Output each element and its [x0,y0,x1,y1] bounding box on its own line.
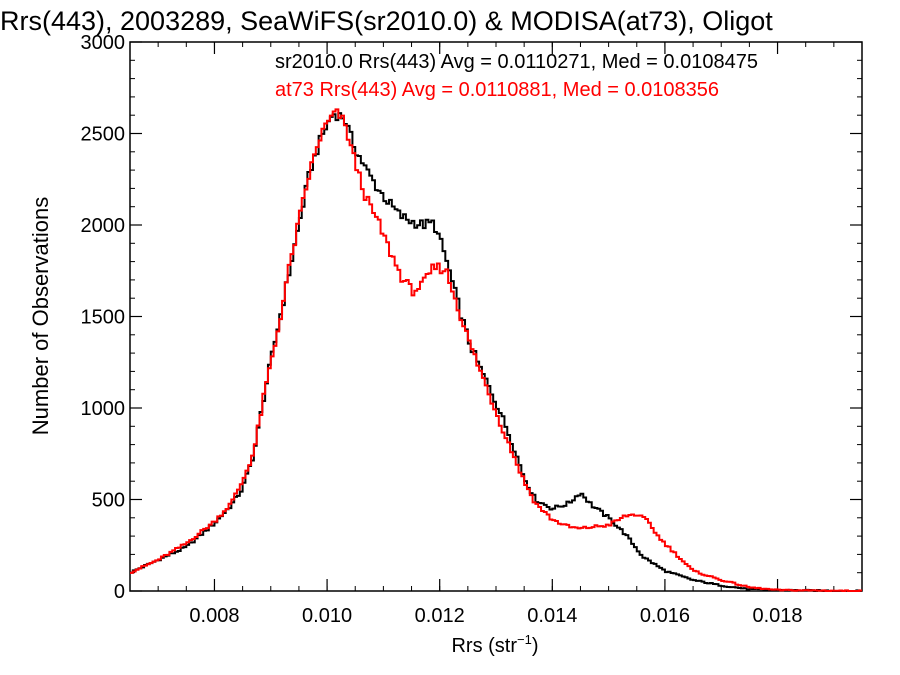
x-axis-label-main: Rrs (str [451,635,517,657]
y-tick-label: 3000 [81,32,126,54]
x-tick-label: 0.014 [527,605,577,627]
x-axis-label-superscript: −1 [517,632,532,647]
y-tick-label: 1500 [81,307,126,329]
x-tick-label: 0.018 [753,605,803,627]
legend-entry-at73: at73 Rrs(443) Avg = 0.0110881, Med = 0.0… [275,79,719,101]
y-axis-label: Number of Observations [28,197,53,435]
x-tick-label: 0.016 [640,605,690,627]
x-axis-label: Rrs (str−1) [451,632,538,657]
x-axis: 0.008 0.010 0.012 0.014 0.016 0.018 [129,42,863,627]
y-tick-label: 0 [114,581,125,603]
y-tick-label: 500 [92,490,125,512]
series-line-sr2010-0 [130,112,862,592]
y-tick-label: 2500 [81,124,126,146]
plot-frame [129,41,863,592]
series-layer [130,108,862,592]
y-tick-label: 2000 [81,215,126,237]
x-tick-label: 0.012 [415,605,465,627]
y-axis: 0 500 1000 1500 2000 2500 3000 [81,32,862,603]
y-tick-label: 1000 [81,398,126,420]
x-axis-label-close: ) [532,635,539,657]
series-line-at73 [130,108,862,592]
x-tick-label: 0.008 [189,605,239,627]
x-tick-label: 0.010 [302,605,352,627]
chart-title: Rrs(443), 2003289, SeaWiFS(sr2010.0) & M… [0,6,773,36]
legend-entry-sr2010: sr2010.0 Rrs(443) Avg = 0.0110271, Med =… [275,51,758,73]
